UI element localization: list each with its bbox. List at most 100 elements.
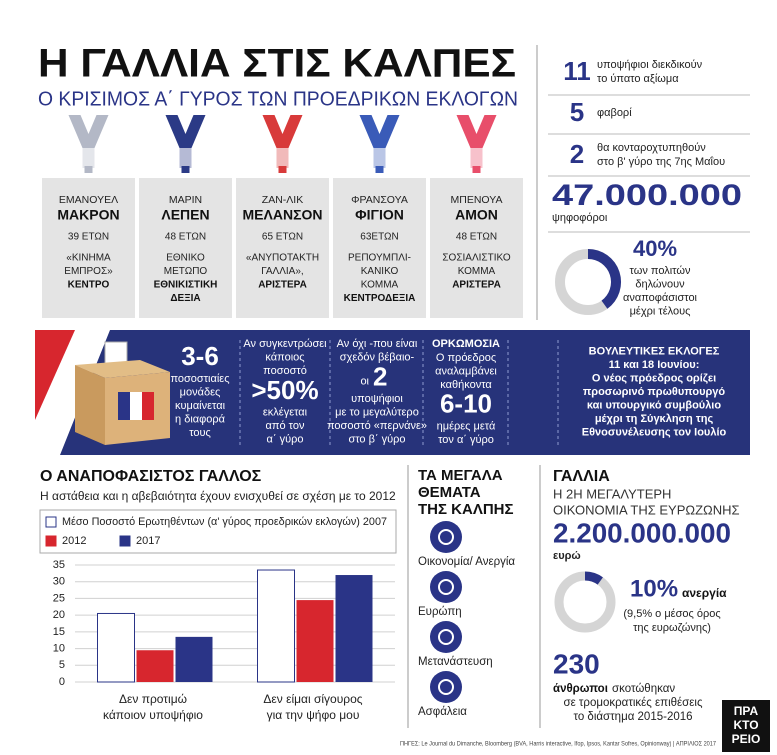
fact-text: στο β' γύρο της 7ης Μαΐου <box>597 156 725 168</box>
y-tick-label: 30 <box>53 576 65 588</box>
donut-arc <box>584 571 603 585</box>
process-text: στο β΄ γύρο <box>348 434 405 446</box>
legend-label: 2012 <box>62 535 86 547</box>
economy-subtitle: ΟΙΚΟΝΟΜΙΑ ΤΗΣ ΕΥΡΩΖΩΝΗΣ <box>553 502 740 517</box>
gdp-unit: ευρώ <box>553 550 581 562</box>
sources: ΠΗΓΕΣ: Le Journal du Dimanche, Bloomberg… <box>400 741 716 748</box>
process-text: κυμαίνεται <box>175 400 226 412</box>
age: 48 ΕΤΩΝ <box>456 232 497 243</box>
process-text: οι <box>360 375 369 387</box>
topic-icon-glyph <box>438 629 454 645</box>
legend-swatch <box>45 535 57 547</box>
logo-text: ΚΤΟ <box>733 718 758 732</box>
process-text: υποψήφιοι <box>351 393 403 405</box>
process-text: ΟΡΚΩΜΟΣΙΑ <box>432 338 500 350</box>
unemployment-note: (9,5% ο μέσος όρος <box>623 608 720 620</box>
process-number: 2 <box>373 361 387 391</box>
process-text: και υπουργικό συμβούλιο <box>587 400 721 412</box>
undecided-text: αναποφάσιστοι <box>623 292 698 304</box>
bar <box>296 600 334 682</box>
ribbon-clip <box>84 166 93 173</box>
process-text: ΒΟΥΛΕΥΤΙΚΕΣ ΕΚΛΟΓΕΣ <box>589 345 720 357</box>
first-name: ΦΡΑΝΣΟΥΑ <box>351 194 408 206</box>
y-tick-label: 20 <box>53 609 65 621</box>
process-text: ποσοστό <box>263 365 307 377</box>
last-name: ΜΕΛΑΝΣΟΝ <box>243 207 323 223</box>
party: «ΚΙΝΗΜΑ <box>66 253 111 264</box>
process-text: με το μεγαλύτερο <box>335 407 419 419</box>
ribbon-clip <box>278 166 287 173</box>
bar <box>136 650 174 682</box>
candidate-card <box>139 178 232 318</box>
ribbon-stem <box>470 148 483 168</box>
y-tick-label: 25 <box>53 592 65 604</box>
ribbon <box>262 115 303 148</box>
y-tick-label: 0 <box>59 676 65 688</box>
process-text: μονάδες <box>180 386 221 398</box>
x-tick-label: Δεν προτιμώ <box>119 692 187 706</box>
legend-box <box>39 509 397 554</box>
topic-icon <box>430 621 462 653</box>
terror-text: το διάστημα 2015-2016 <box>573 711 692 723</box>
process-text: μέχρι τη Σύγκληση της <box>595 413 714 425</box>
fact-text: το ύπατο αξίωμα <box>597 73 679 85</box>
process-text: 11 και 18 Ιουνίου: <box>609 359 700 371</box>
terror-text: σε τρομοκρατικές επιθέσεις <box>563 697 702 709</box>
x-tick-label: κάποιον υποψήφιο <box>103 708 203 722</box>
process-text: α΄ γύρο <box>267 434 304 446</box>
first-name: ΜΑΡΙΝ <box>169 194 202 206</box>
last-name: ΜΑΚΡΟΝ <box>57 207 119 223</box>
orientation: ΚΕΝΤΡΟ <box>68 280 110 291</box>
ribbon <box>359 115 400 148</box>
subtitle: Ο ΚΡΙΣΙΜΟΣ Α΄ ΓΥΡΟΣ ΤΩΝ ΠΡΟΕΔΡΙΚΩΝ ΕΚΛΟΓ… <box>38 88 518 110</box>
flag-white <box>130 392 142 420</box>
candidate-card <box>430 178 523 318</box>
flag-stripe <box>35 330 75 420</box>
logo-text: ΠΡΑ <box>734 704 759 718</box>
logo-box <box>722 700 770 752</box>
ribbon-stem <box>373 148 386 168</box>
process-text: καθήκοντα <box>440 379 492 391</box>
process-text: εκλέγεται <box>263 407 308 419</box>
chart-subtitle: Η αστάθεια και η αβεβαιότητα έχουν ενισχ… <box>40 489 396 503</box>
party: ΜΕΤΩΠΟ <box>164 266 208 277</box>
terror-text: σκοτώθηκαν <box>612 683 675 695</box>
fact-number: 2 <box>570 139 584 169</box>
bar <box>97 612 135 683</box>
process-text: από τον <box>266 420 305 432</box>
box-top <box>75 360 170 378</box>
party: ΚΑΝΙΚΟ <box>361 266 399 277</box>
undecided-text: δηλώνουν <box>635 278 685 290</box>
party: ΚΟΜΜΑ <box>458 266 496 277</box>
last-name: ΑΜΟΝ <box>455 207 498 223</box>
fact-text: φαβορί <box>597 107 632 119</box>
candidate-card <box>236 178 329 318</box>
bar <box>175 636 213 682</box>
unemployment-note: της ευρωζώνης) <box>633 622 711 634</box>
ribbon <box>68 115 109 148</box>
first-name: ΜΠΕΝΟΥΑ <box>451 194 503 206</box>
title: Η ΓΑΛΛΙΑ ΣΤΙΣ ΚΑΛΠΕΣ <box>38 42 516 86</box>
unemployment-text: ανεργία <box>682 586 727 600</box>
topic-icon <box>430 521 462 553</box>
ribbon-stem <box>276 148 289 168</box>
orientation: ΑΡΙΣΤΕΡΑ <box>452 280 501 291</box>
y-tick-label: 5 <box>59 659 65 671</box>
ballot-box <box>75 341 170 445</box>
topic-label: Ασφάλεια <box>418 706 467 718</box>
process-text: ποσοστιαίες <box>170 373 229 385</box>
chart-title: Ο ΑΝΑΠΟΦΑΣΙΣΤΟΣ ΓΑΛΛΟΣ <box>40 468 262 485</box>
orientation: ΔΕΞΙΑ <box>170 293 200 304</box>
topic-label: Ευρώπη <box>418 606 462 618</box>
flag-blue <box>118 392 130 420</box>
gdp: 2.200.000.000 <box>553 517 731 548</box>
process-number: 3-6 <box>181 341 219 371</box>
terror-number: 230 <box>553 648 600 679</box>
ribbon-clip <box>472 166 481 173</box>
process-text: τον α΄ γύρο <box>438 434 494 446</box>
y-tick-label: 35 <box>53 559 65 571</box>
process-text: Ο νέος πρόεδρος ορίζει <box>592 373 716 385</box>
party: ΚΟΜΜΑ <box>361 280 399 291</box>
undecided-label: 40% <box>633 236 677 261</box>
topics-title: ΤΗΣ ΚΑΛΠΗΣ <box>418 501 514 518</box>
